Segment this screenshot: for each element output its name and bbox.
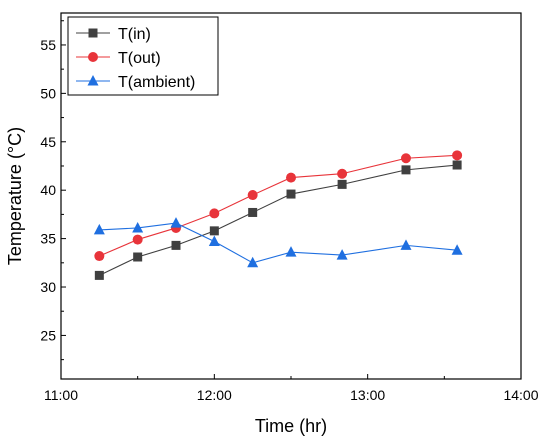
data-point [132,221,144,233]
data-point [286,189,296,199]
data-point [337,168,348,179]
y-axis: 25 30 35 40 45 50 55 [40,20,66,361]
x-tick-label: 11:00 [44,387,78,403]
series-line [99,164,458,276]
series-1 [94,160,462,280]
y-tick-label: 55 [40,37,56,53]
data-point [133,252,143,262]
data-point [94,251,105,262]
legend-label: T(ambient) [118,74,195,91]
y-tick-label: 40 [40,182,56,198]
x-tick-label: 12:00 [197,387,232,403]
data-point [247,256,259,268]
data-point [247,190,258,201]
data-point [452,150,463,161]
data-point [208,235,220,247]
data-point [336,249,348,260]
data-point [209,226,219,236]
series-3 [93,217,463,268]
data-point [94,270,104,280]
legend-label: T(out) [118,50,161,67]
data-point [452,160,462,170]
legend-entry: T(ambient) [76,74,195,91]
x-tick-label: 14:00 [503,387,538,403]
y-tick-label: 50 [40,85,56,101]
y-tick-label: 25 [40,327,56,343]
x-tick-label: 13:00 [350,387,385,403]
y-tick-label: 35 [40,231,56,247]
y-tick-label: 45 [40,134,56,150]
data-point [401,165,411,175]
data-point [401,153,411,164]
data-point [286,172,296,183]
data-point [400,239,412,250]
data-point [337,179,347,189]
legend-entry: T(in) [76,26,151,43]
data-point [248,207,258,217]
y-axis-title: Temperature (°C) [5,127,25,265]
x-axis: 11:00 12:00 13:00 14:00 [44,374,539,403]
data-point [93,223,105,235]
series-line [99,222,458,264]
series-2 [94,150,463,262]
data-point [171,240,181,250]
y-tick-label: 30 [40,279,56,295]
legend-marker [88,28,98,38]
series-layer [93,150,463,280]
data-point [209,208,220,219]
data-point [285,246,297,257]
data-point [132,234,143,245]
legend-marker [87,75,99,86]
legend-marker [88,52,98,62]
data-point [451,244,463,255]
legend-label: T(in) [118,26,151,43]
x-axis-title: Time (hr) [255,416,327,436]
legend-entry: T(out) [76,50,161,67]
legend: T(in) T(out) T(ambient) [67,16,219,96]
data-point [170,217,182,228]
